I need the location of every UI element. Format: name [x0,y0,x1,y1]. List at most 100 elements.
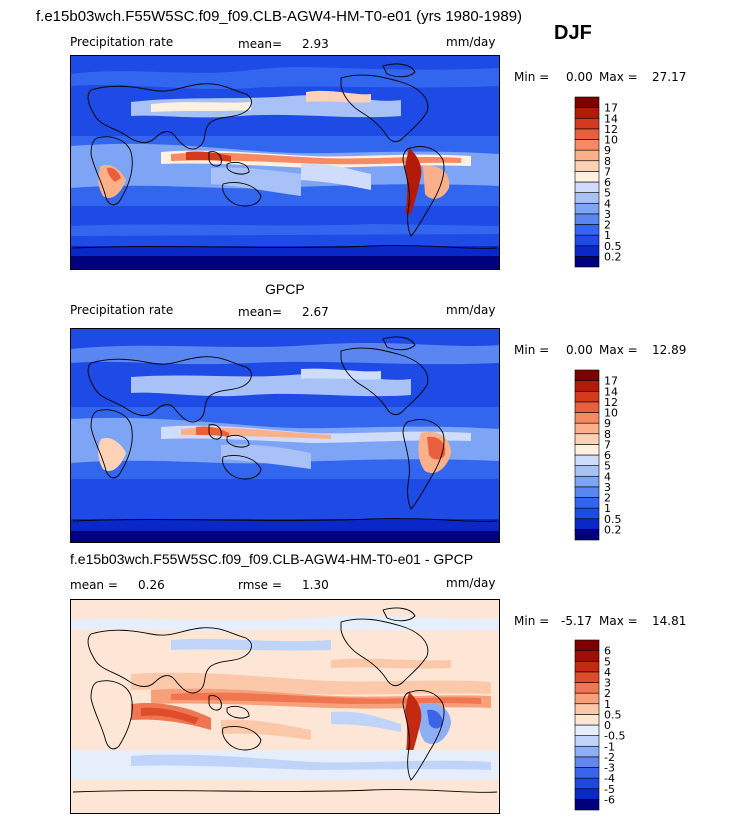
colorbar-tick-label: 14 [604,112,618,125]
panel2-map-svg [71,329,499,542]
colorbar-swatch [574,682,600,694]
panel3-max-value: 14.81 [652,614,687,628]
panel1-variable-label: Precipitation rate [70,35,174,49]
colorbar-swatch [574,650,600,662]
colorbar-swatch [574,518,600,530]
colorbar-swatch [574,788,600,800]
season-label: DJF [554,22,592,44]
colorbar-swatch [574,245,600,257]
colorbar-swatch [574,128,600,140]
colorbar-tick-label: 12 [604,396,618,409]
colorbar-swatch [574,380,600,392]
colorbar-swatch [574,703,600,715]
panel2-max-label: Max = [599,343,638,357]
panel2-units: mm/day [446,303,496,317]
colorbar-swatch [574,745,600,758]
colorbar-tick-label: 1 [604,502,611,515]
colorbar-swatch [574,390,600,403]
colorbar-tick-label: 6 [604,449,611,462]
colorbar-swatch [574,756,600,768]
colorbar-tick-label: 8 [604,428,611,441]
colorbar-swatch [574,639,600,651]
panel1-mean-label: mean= [238,37,283,51]
colorbar-tick-label: 0.5 [604,708,622,721]
colorbar-swatch [574,117,600,130]
colorbar-swatch [574,412,600,424]
panel2-max-value: 12.89 [652,343,687,357]
panel2-subtitle: GPCP [265,281,305,297]
colorbar-tick-label: -4 [604,772,615,785]
panel3-map [70,599,500,814]
colorbar-tick-label: 10 [604,407,618,420]
colorbar-tick-label: 5 [604,460,611,473]
colorbar-tick-label: 4 [604,470,611,483]
colorbar-tick-label: -6 [604,793,615,806]
colorbar-swatch [574,799,600,811]
panel3-min-value: -5.17 [561,614,593,628]
colorbar-swatch [574,660,600,673]
colorbar-tick-label: 17 [604,375,618,388]
panel1-map [70,55,500,270]
colorbar-swatch [574,444,600,456]
panel3-mean-label: mean = [70,578,118,592]
colorbar-swatch [574,692,600,705]
colorbar-swatch [574,767,600,779]
panel2-mean-value: 2.67 [302,305,329,319]
colorbar-swatch [574,256,600,268]
colorbar-swatch [574,671,600,683]
colorbar-tick-label: 3 [604,208,611,221]
colorbar-swatch [574,171,600,183]
colorbar-swatch [574,433,600,445]
panel3-colorbar: -6 -5 -4 -3 -2 -1 -0.5 0 0.5 1 2 3 4 5 6 [574,639,635,811]
panel2-min-value: 0.00 [566,343,593,357]
panel3-max-label: Max = [599,614,638,628]
panel1-min-label: Min = [514,70,550,84]
colorbar-tick-label: -2 [604,751,615,764]
colorbar-swatch [574,529,600,541]
colorbar-swatch [574,724,600,736]
colorbar-tick-label: 0 [604,719,611,732]
colorbar-tick-label: 1 [604,229,611,242]
colorbar-swatch [574,181,600,193]
colorbar-tick-label: 6 [604,176,611,189]
panel1-units: mm/day [446,35,496,49]
colorbar-tick-label: 12 [604,123,618,136]
panel3-mean-value: 0.26 [138,578,165,592]
colorbar-swatch [574,475,600,488]
panel1-min-value: 0.00 [566,70,593,84]
panel3-min-label: Min = [514,614,550,628]
colorbar-tick-label: 9 [604,144,611,157]
panel3-units: mm/day [446,576,496,590]
panel1-colorbar: 0.2 0.5 1 2 3 4 5 6 7 8 9 10 12 14 17 [574,96,635,268]
colorbar-swatch [574,497,600,509]
panel1-mean-value: 2.93 [302,37,329,51]
colorbar-tick-label: 0.5 [604,513,622,526]
panel2-mean-label: mean= [238,305,283,319]
colorbar-tick-label: 9 [604,417,611,430]
colorbar-tick-label: 7 [604,165,611,178]
colorbar-tick-label: 2 [604,219,611,232]
colorbar-tick-label: 3 [604,481,611,494]
panel1-max-value: 27.17 [652,70,687,84]
colorbar-swatch [574,107,600,119]
colorbar-swatch [574,213,600,225]
colorbar-swatch [574,507,600,520]
colorbar-swatch [574,369,600,381]
figure-title: f.e15b03wch.F55W5SC.f09_f09.CLB-AGW4-HM-… [36,8,523,25]
colorbar-tick-label: 0.2 [604,523,622,536]
panel2-colorbar: 0.2 0.5 1 2 3 4 5 6 7 8 9 10 12 14 17 [574,369,635,541]
colorbar-tick-label: -5 [604,783,615,796]
colorbar-tick-label: 0.2 [604,250,622,263]
panel2-min-label: Min = [514,343,550,357]
colorbar-tick-label: 2 [604,687,611,700]
panel3-subtitle: f.e15b03wch.F55W5SC.f09_f09.CLB-AGW4-HM-… [70,551,474,567]
panel3-rmse-label: rmse = [238,578,282,592]
colorbar-swatch [574,714,600,726]
panel2-map [70,328,500,543]
colorbar-tick-label: 4 [604,197,611,210]
colorbar-swatch [574,149,600,162]
colorbar-swatch [574,486,600,498]
